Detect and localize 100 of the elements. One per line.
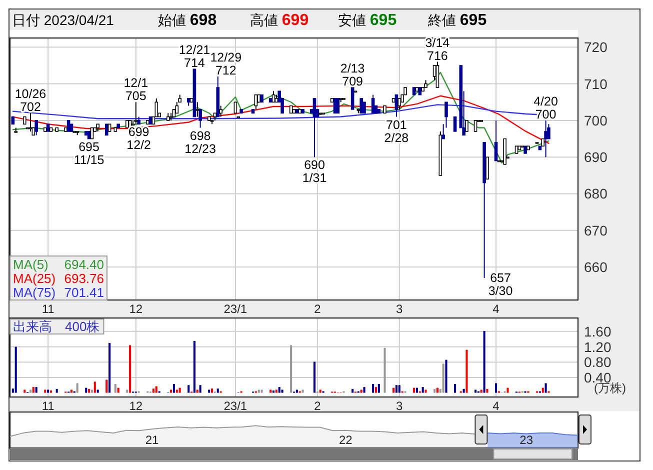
- bar: [56, 388, 58, 393]
- x-tick-label: 23: [520, 433, 534, 447]
- bar: [47, 390, 50, 393]
- bar: [542, 388, 544, 393]
- bar: [24, 390, 26, 393]
- bar: [188, 385, 190, 393]
- bar: [360, 390, 362, 393]
- legend: MA(5) 694.40 MA(25) 693.76 MA(75) 701.41: [10, 256, 108, 300]
- bar: [474, 390, 477, 393]
- annotation: 12/21 714: [178, 43, 210, 70]
- bar: [176, 390, 178, 393]
- bar: [434, 388, 436, 393]
- bar: [170, 390, 172, 393]
- bar: [35, 387, 38, 393]
- bar: [178, 388, 181, 393]
- annotation: 699 12/2: [126, 125, 152, 152]
- annotation: 701 2/28: [384, 118, 409, 145]
- text: 日付 2023/04/21: [12, 12, 114, 28]
- annotation: 出来高 400株: [13, 319, 100, 334]
- bar: [275, 390, 278, 393]
- annotation: 10/26 702: [14, 87, 46, 114]
- y-tick-label: 670: [584, 222, 608, 238]
- x-tick-label: 12: [129, 399, 143, 413]
- text: 終値 695: [427, 12, 487, 29]
- x-tick-label: 12: [129, 302, 143, 316]
- text: 高値 699: [250, 12, 309, 29]
- y-tick-label: 720: [584, 39, 608, 56]
- bar: [152, 388, 154, 393]
- bar: [398, 385, 400, 393]
- y-axis-title: (万株): [594, 381, 626, 395]
- x-tick-label: 3: [396, 302, 404, 316]
- annotation: 698 12/23: [184, 128, 216, 156]
- bar: [413, 388, 416, 393]
- x-tick-label: 23/1: [224, 399, 248, 413]
- bar: [424, 390, 427, 393]
- bar: [384, 348, 386, 393]
- y-tick-label: 710: [584, 76, 608, 92]
- annotation: 12/29 712: [210, 50, 242, 78]
- bar: [114, 384, 116, 393]
- bar: [70, 390, 73, 393]
- x-tick-label: 2: [314, 302, 322, 316]
- bar: [260, 390, 263, 393]
- annotation: 690 1/31: [302, 158, 327, 186]
- bar: [85, 388, 88, 393]
- x-tick-label: 2: [314, 399, 322, 413]
- x-tick-label: 4: [492, 399, 500, 413]
- bar: [462, 388, 465, 393]
- y-tick-label: 660: [584, 259, 608, 276]
- bar: [210, 388, 214, 393]
- bar: [172, 384, 175, 393]
- y-tick-label: 1.20: [584, 338, 612, 355]
- bar: [126, 390, 128, 393]
- bar: [44, 390, 46, 393]
- bar: [32, 387, 34, 393]
- bar: [480, 390, 482, 393]
- bar: [296, 390, 298, 393]
- bar: [506, 388, 509, 393]
- y-tick-label: 680: [584, 186, 608, 202]
- bar: [196, 390, 198, 393]
- y-tick-label: 690: [584, 149, 608, 166]
- bar: [199, 385, 202, 393]
- x-tick-label: 21: [145, 433, 159, 447]
- x-tick-label: 23/1: [224, 302, 248, 316]
- bar: [352, 388, 354, 393]
- bar: [88, 388, 90, 393]
- bar: [272, 390, 275, 393]
- bar: [454, 384, 456, 393]
- bar: [216, 388, 219, 393]
- bar: [278, 387, 280, 393]
- bar: [372, 384, 374, 393]
- bar: [466, 350, 468, 393]
- bar: [281, 390, 284, 393]
- text: 安値 695: [338, 12, 397, 29]
- bar: [14, 346, 17, 393]
- bar: [117, 388, 120, 393]
- bar: [422, 387, 424, 393]
- bar: [319, 390, 322, 393]
- x-tick-label: 22: [338, 433, 353, 447]
- bar: [108, 342, 111, 393]
- bar: [313, 362, 316, 393]
- annotation: 3/14 716: [425, 36, 450, 63]
- bar: [486, 388, 488, 393]
- x-tick-label: 4: [492, 302, 500, 316]
- text: 始値 698: [158, 12, 217, 29]
- annotation: 695 11/15: [74, 140, 104, 167]
- bar: [90, 390, 94, 393]
- bar: [445, 360, 448, 393]
- bar: [442, 364, 444, 393]
- bar: [76, 383, 78, 393]
- bar: [544, 383, 547, 393]
- bar: [363, 387, 366, 393]
- bar: [395, 385, 398, 393]
- bar: [483, 331, 486, 393]
- bar: [193, 341, 196, 393]
- y-tick-label: 1.60: [584, 323, 612, 340]
- bar: [374, 387, 378, 393]
- bar: [290, 345, 292, 393]
- bar: [208, 390, 210, 393]
- bar: [155, 386, 158, 393]
- bar: [416, 388, 418, 393]
